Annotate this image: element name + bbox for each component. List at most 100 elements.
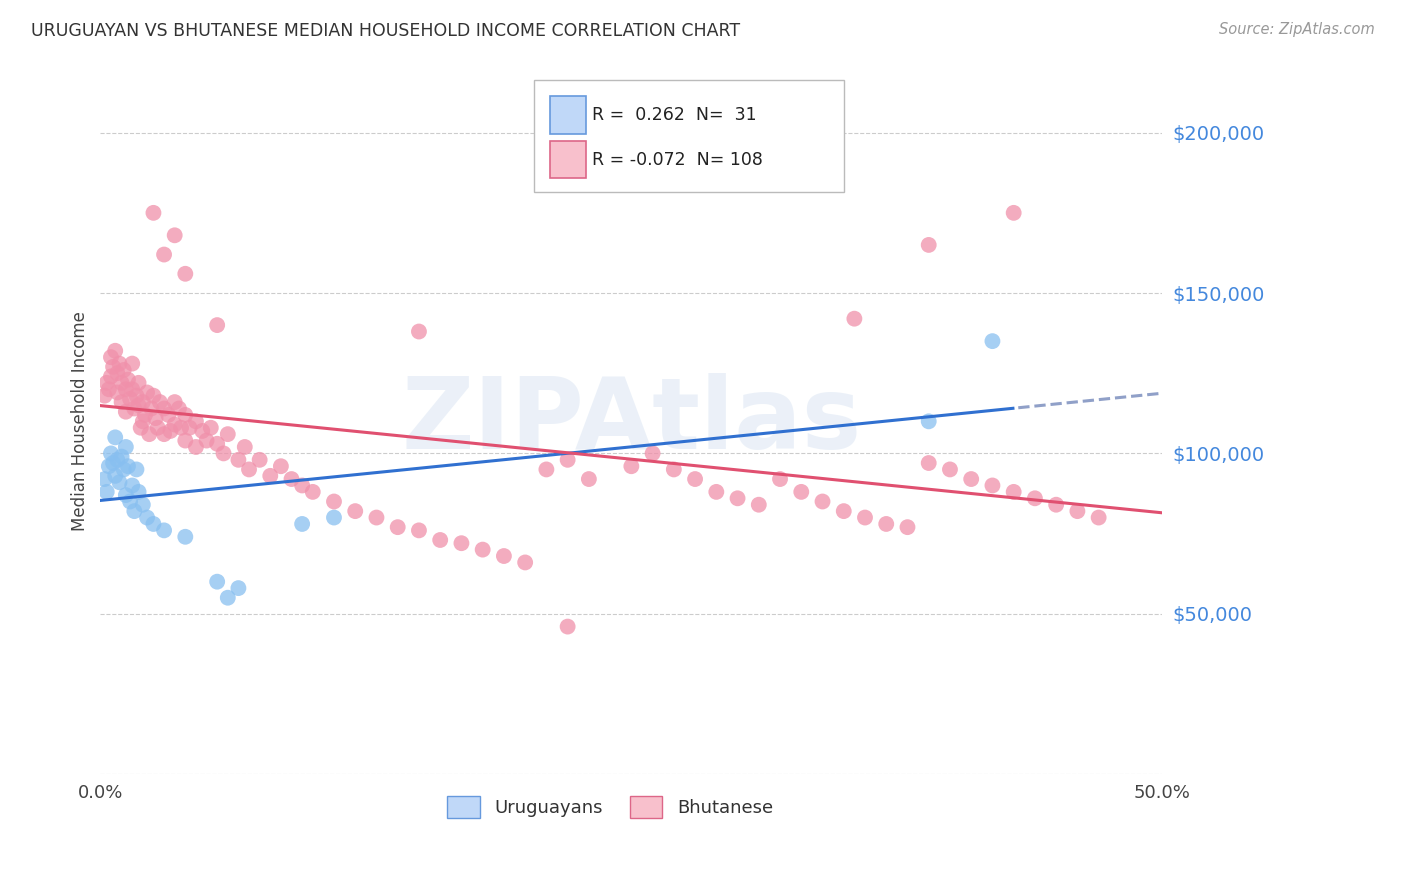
Point	[110, 395, 132, 409]
Point	[141, 401, 163, 416]
Point	[121, 382, 143, 396]
Point	[101, 359, 124, 374]
Point	[233, 440, 256, 454]
Point	[100, 350, 122, 364]
Point	[128, 398, 150, 412]
Point	[620, 459, 643, 474]
Point	[228, 581, 250, 595]
Point	[727, 491, 749, 506]
Point	[153, 427, 176, 442]
Point	[960, 472, 983, 486]
Point	[683, 472, 706, 486]
Point	[1066, 504, 1088, 518]
Point	[128, 484, 150, 499]
Point	[195, 434, 218, 448]
Point	[896, 520, 918, 534]
Text: Source: ZipAtlas.com: Source: ZipAtlas.com	[1219, 22, 1375, 37]
Point	[981, 478, 1004, 492]
Point	[184, 414, 207, 428]
Point	[97, 382, 120, 396]
Point	[115, 488, 138, 502]
Point	[769, 472, 792, 486]
Point	[515, 556, 537, 570]
Point	[115, 440, 138, 454]
Point	[270, 459, 292, 474]
Point	[142, 389, 165, 403]
Point	[105, 385, 128, 400]
Point	[104, 343, 127, 358]
Point	[174, 434, 197, 448]
Point	[811, 494, 834, 508]
Point	[578, 472, 600, 486]
Point	[557, 452, 579, 467]
Point	[146, 421, 169, 435]
Point	[844, 311, 866, 326]
Point	[238, 462, 260, 476]
Point	[167, 401, 190, 416]
Point	[366, 510, 388, 524]
Point	[280, 472, 302, 486]
Point	[124, 401, 146, 416]
Point	[918, 238, 941, 252]
Point	[191, 424, 214, 438]
Point	[163, 417, 186, 432]
Point	[104, 468, 127, 483]
Point	[136, 510, 159, 524]
Point	[159, 424, 181, 438]
Point	[134, 408, 156, 422]
Point	[1002, 484, 1025, 499]
Point	[136, 385, 159, 400]
Point	[875, 516, 897, 531]
Point	[142, 516, 165, 531]
Point	[1002, 206, 1025, 220]
Point	[153, 401, 176, 416]
Point	[471, 542, 494, 557]
Point	[450, 536, 472, 550]
Point	[832, 504, 855, 518]
Legend: Uruguayans, Bhutanese: Uruguayans, Bhutanese	[440, 789, 780, 825]
Point	[110, 376, 132, 390]
Point	[108, 357, 131, 371]
Point	[132, 498, 155, 512]
Point	[142, 206, 165, 220]
Point	[217, 591, 239, 605]
Point	[97, 459, 120, 474]
Point	[748, 498, 770, 512]
Point	[408, 524, 430, 538]
Point	[1024, 491, 1046, 506]
Point	[149, 395, 172, 409]
Point	[124, 504, 146, 518]
Point	[117, 459, 139, 474]
Point	[108, 475, 131, 490]
Point	[301, 484, 323, 499]
Point	[163, 395, 186, 409]
Point	[217, 427, 239, 442]
Point	[125, 462, 148, 476]
Point	[170, 421, 193, 435]
Point	[557, 619, 579, 633]
Point	[93, 472, 115, 486]
Point	[115, 405, 138, 419]
Text: R = -0.072  N= 108: R = -0.072 N= 108	[592, 151, 763, 169]
Point	[662, 462, 685, 476]
Point	[429, 533, 451, 547]
Point	[205, 318, 228, 332]
Point	[249, 452, 271, 467]
Point	[291, 516, 314, 531]
Point	[153, 524, 176, 538]
Y-axis label: Median Household Income: Median Household Income	[72, 311, 89, 532]
Point	[101, 456, 124, 470]
Point	[120, 392, 142, 406]
Point	[105, 366, 128, 380]
Point	[153, 247, 176, 261]
Text: URUGUAYAN VS BHUTANESE MEDIAN HOUSEHOLD INCOME CORRELATION CHART: URUGUAYAN VS BHUTANESE MEDIAN HOUSEHOLD …	[31, 22, 740, 40]
Point	[408, 325, 430, 339]
Point	[344, 504, 367, 518]
Point	[1087, 510, 1109, 524]
Point	[184, 440, 207, 454]
Point	[853, 510, 876, 524]
Point	[93, 389, 115, 403]
Text: R =  0.262  N=  31: R = 0.262 N= 31	[592, 106, 756, 124]
Point	[129, 421, 152, 435]
Point	[115, 382, 138, 396]
